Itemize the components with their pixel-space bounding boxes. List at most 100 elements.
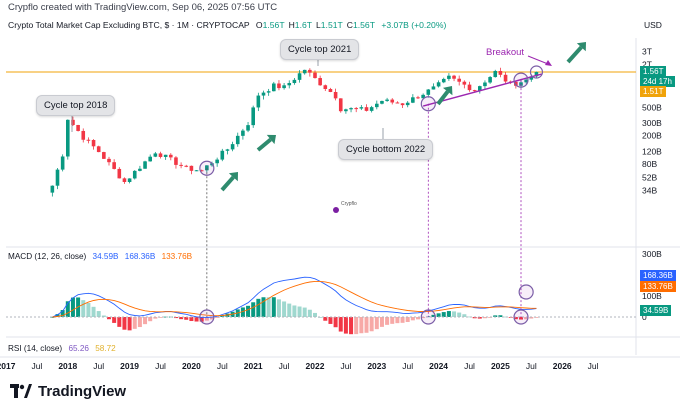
breakout-pointer-arrowhead bbox=[545, 60, 552, 66]
macd-histogram-bar bbox=[493, 315, 498, 317]
candle-body bbox=[534, 72, 539, 77]
highlight-circle bbox=[513, 309, 529, 325]
rsi-legend-v2: 58.72 bbox=[95, 344, 116, 353]
symbol-line: Crypto Total Market Cap Excluding BTC, $… bbox=[8, 20, 446, 30]
time-tick-label: Jul bbox=[464, 361, 475, 371]
trend-arrow-head bbox=[228, 172, 238, 182]
macd-histogram-bar bbox=[132, 317, 137, 329]
ohlc-value: 1.51T bbox=[320, 20, 343, 30]
trend-arrow-head bbox=[442, 86, 453, 96]
macd-histogram-bar bbox=[127, 317, 132, 331]
candle-body bbox=[96, 146, 101, 153]
time-tick-label: 2021 bbox=[244, 361, 263, 371]
watermark: Crypflo bbox=[341, 201, 357, 207]
candle-body bbox=[158, 153, 163, 157]
currency-label[interactable]: USD bbox=[644, 20, 662, 30]
tradingview-wordmark: TradingView bbox=[38, 383, 127, 400]
symbol-title[interactable]: Crypto Total Market Cap Excluding BTC, $… bbox=[8, 20, 250, 30]
macd-histogram-bar bbox=[349, 317, 354, 335]
macd-histogram-bar bbox=[302, 307, 307, 317]
candle-body bbox=[138, 168, 142, 171]
rsi-legend-v1: 65.26 bbox=[68, 344, 89, 353]
candle-body bbox=[132, 170, 137, 179]
candle-body bbox=[411, 97, 415, 103]
candle-body bbox=[81, 130, 86, 140]
price-tick-label: 34B bbox=[642, 186, 657, 196]
trend-arrow-icon bbox=[220, 172, 238, 192]
candle-body bbox=[390, 99, 395, 103]
macd-histogram-bar bbox=[101, 315, 106, 317]
time-tick-label: 2025 bbox=[491, 361, 510, 371]
macd-legend-label[interactable]: MACD (12, 26, close) bbox=[8, 252, 87, 261]
macd-legend: MACD (12, 26, close) 34.59B 168.36B 133.… bbox=[8, 252, 192, 261]
macd-histogram-bar bbox=[65, 301, 70, 317]
candle-body bbox=[323, 85, 328, 90]
macd-histogram-bar bbox=[292, 305, 297, 317]
hist-tag: 34.59B bbox=[640, 305, 672, 316]
candle-body bbox=[194, 170, 199, 172]
macd-histogram-bar bbox=[96, 311, 101, 317]
candle-body bbox=[416, 97, 420, 99]
candle-body bbox=[452, 75, 456, 79]
time-tick-label: 2022 bbox=[306, 361, 325, 371]
macd-histogram-bar bbox=[400, 317, 405, 323]
trend-arrow-shaft bbox=[220, 175, 235, 192]
macd-histogram-bar bbox=[276, 299, 281, 317]
macd-histogram-bar bbox=[354, 317, 359, 335]
candle-body bbox=[400, 103, 405, 106]
candle-body bbox=[230, 144, 235, 150]
trend-arrow-shaft bbox=[256, 137, 272, 152]
ohlc-values: O1.56T H1.6T L1.51T C1.56T bbox=[256, 20, 379, 30]
trend-arrow-icon bbox=[566, 42, 586, 64]
tradingview-logo[interactable]: TradingView bbox=[10, 383, 126, 400]
candle-body bbox=[519, 82, 523, 86]
candle-body bbox=[462, 81, 467, 85]
macd-histogram-bar bbox=[148, 317, 153, 322]
macd-histogram-bar bbox=[318, 316, 323, 318]
ohlc-value: 1.6T bbox=[294, 20, 312, 30]
macd-histogram-bar bbox=[163, 316, 168, 318]
candle-body bbox=[436, 82, 441, 87]
price-tick-label: 80B bbox=[642, 159, 657, 169]
macd-histogram-bar bbox=[359, 317, 364, 334]
macd-legend-signal: 133.76B bbox=[161, 252, 193, 261]
candle-body bbox=[215, 159, 219, 164]
price-tick-label: 200B bbox=[642, 131, 662, 141]
candle-body bbox=[256, 95, 261, 108]
time-tick-label: Jul bbox=[340, 361, 351, 371]
time-tick-label: Jul bbox=[31, 361, 42, 371]
macd-tick-label: 100B bbox=[642, 291, 662, 301]
trend-arrow-head bbox=[266, 134, 276, 145]
time-tick-label: 2023 bbox=[367, 361, 386, 371]
macd-histogram-bar bbox=[410, 317, 415, 321]
candle-body bbox=[318, 78, 322, 86]
candle-body bbox=[55, 169, 60, 186]
macd-histogram-bar bbox=[482, 317, 487, 319]
candle-body bbox=[225, 149, 230, 151]
candle-body bbox=[426, 89, 431, 95]
macd-line bbox=[52, 276, 537, 319]
candle-body bbox=[127, 178, 132, 182]
rsi-legend-label[interactable]: RSI (14, close) bbox=[8, 344, 63, 353]
macd-histogram-bar bbox=[194, 317, 199, 322]
macd-histogram-bar bbox=[81, 300, 86, 317]
candle-body bbox=[179, 164, 183, 166]
time-tick-label: Jul bbox=[93, 361, 104, 371]
candle-body bbox=[349, 108, 353, 110]
breakout-label: Breakout bbox=[486, 47, 525, 58]
candle-body bbox=[282, 85, 286, 89]
candle-body bbox=[287, 83, 292, 86]
ohlc-value: 1.56T bbox=[352, 20, 375, 30]
tradingview-mark-icon bbox=[10, 384, 32, 398]
candle-body bbox=[205, 165, 209, 171]
highlight-circle bbox=[199, 160, 215, 176]
candle-body bbox=[246, 125, 250, 131]
macd-histogram-bar bbox=[328, 317, 333, 324]
candle-body bbox=[112, 162, 116, 169]
macd-histogram-bar bbox=[369, 317, 374, 332]
candle-body bbox=[60, 156, 65, 170]
signal-line bbox=[52, 280, 537, 318]
candle-body bbox=[169, 154, 173, 158]
